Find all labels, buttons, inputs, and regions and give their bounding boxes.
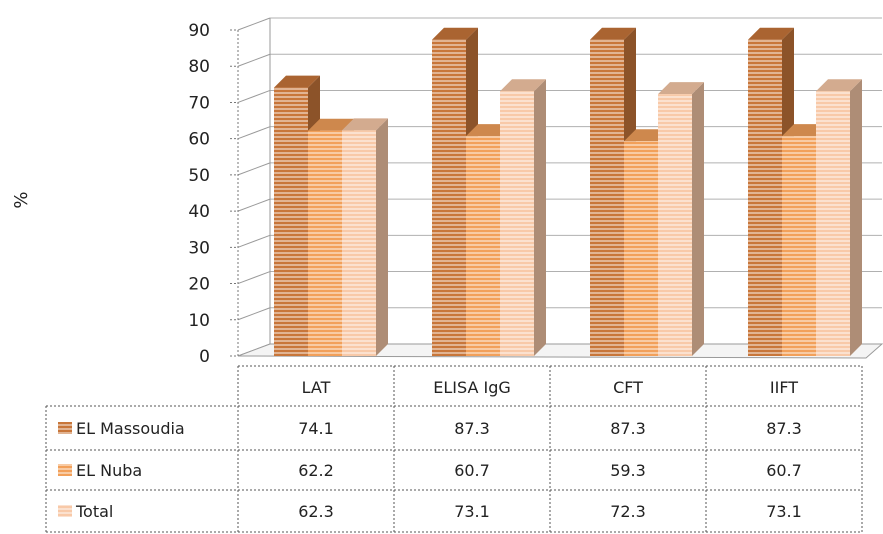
bar-texture — [432, 39, 466, 356]
y-tick-label: 50 — [188, 166, 210, 186]
y-tick-label: 30 — [188, 238, 210, 258]
bar-texture — [500, 91, 534, 357]
table-cell: 59.3 — [610, 461, 646, 480]
bar-texture — [590, 39, 624, 356]
bar-top-face — [342, 118, 388, 131]
gridline-side — [237, 89, 271, 103]
bar-top-face — [432, 27, 478, 40]
chart-floor — [237, 343, 883, 359]
legend-label: Total — [75, 502, 113, 521]
legend-swatch-texture — [58, 422, 72, 434]
y-axis: 0 10 20 30 40 50 60 70 80 90 — [188, 18, 271, 367]
bar-texture — [624, 141, 658, 356]
x-category-label: LAT — [302, 378, 331, 397]
y-tick-label: 90 — [188, 21, 210, 41]
bar-side-face — [376, 118, 388, 356]
x-category-label: IIFT — [770, 378, 798, 397]
bar-texture — [658, 94, 692, 356]
bar-side-face — [692, 82, 704, 356]
y-tick-label: 60 — [188, 130, 210, 150]
table-cell: 87.3 — [766, 419, 802, 438]
y-axis-label: % — [11, 191, 32, 208]
bar-top-face — [748, 27, 794, 40]
bar-texture — [466, 136, 500, 356]
bar-top-face — [590, 27, 636, 40]
legend-label: EL Massoudia — [76, 419, 185, 438]
table-cell: 62.3 — [298, 502, 334, 521]
bar-top-face — [308, 118, 354, 131]
y-tick-label: 70 — [188, 93, 210, 113]
x-category-label: CFT — [613, 378, 643, 397]
gridline-side — [237, 162, 271, 176]
bar-top-face — [658, 82, 704, 95]
bar-texture — [342, 130, 376, 356]
y-tick-label: 40 — [188, 202, 210, 222]
bar-texture — [748, 39, 782, 356]
y-tick-label: 10 — [188, 311, 210, 331]
table-cell: 74.1 — [298, 419, 334, 438]
legend-label: EL Nuba — [76, 461, 142, 480]
gridline-side — [237, 17, 271, 31]
legend-swatch-texture — [58, 464, 72, 476]
y-tick-label: 80 — [188, 57, 210, 77]
legend-swatch-texture — [58, 505, 72, 517]
bar-top-face — [274, 75, 320, 88]
bar-texture — [308, 130, 342, 356]
table-cell: 73.1 — [766, 502, 802, 521]
table-cell: 73.1 — [454, 502, 490, 521]
y-tick-label: 20 — [188, 275, 210, 295]
gridline-side — [237, 198, 271, 212]
table-cell: 87.3 — [610, 419, 646, 438]
bar-texture — [816, 91, 850, 357]
bar-side-face — [534, 79, 546, 357]
gridline-side — [237, 53, 271, 67]
table-cell: 72.3 — [610, 502, 646, 521]
table-cell: 60.7 — [454, 461, 490, 480]
y-tick-label: 0 — [199, 347, 210, 367]
table-cell: 87.3 — [454, 419, 490, 438]
bar-top-face — [816, 79, 862, 92]
data-table: LAT ELISA IgG CFT IIFT EL Massoudia 74.1 87.3 8… — [45, 365, 863, 533]
gridline-side — [237, 307, 271, 321]
x-category-label: ELISA IgG — [433, 378, 511, 397]
table-cell: 62.2 — [298, 461, 334, 480]
gridline-side — [237, 271, 271, 285]
bar-side-face — [850, 79, 862, 357]
gridline-side — [237, 126, 271, 140]
bar-top-face — [500, 79, 546, 92]
table-cell: 60.7 — [766, 461, 802, 480]
gridline-side — [237, 234, 271, 248]
bars — [274, 27, 862, 357]
bar-texture — [782, 136, 816, 356]
bar-texture — [274, 87, 308, 357]
